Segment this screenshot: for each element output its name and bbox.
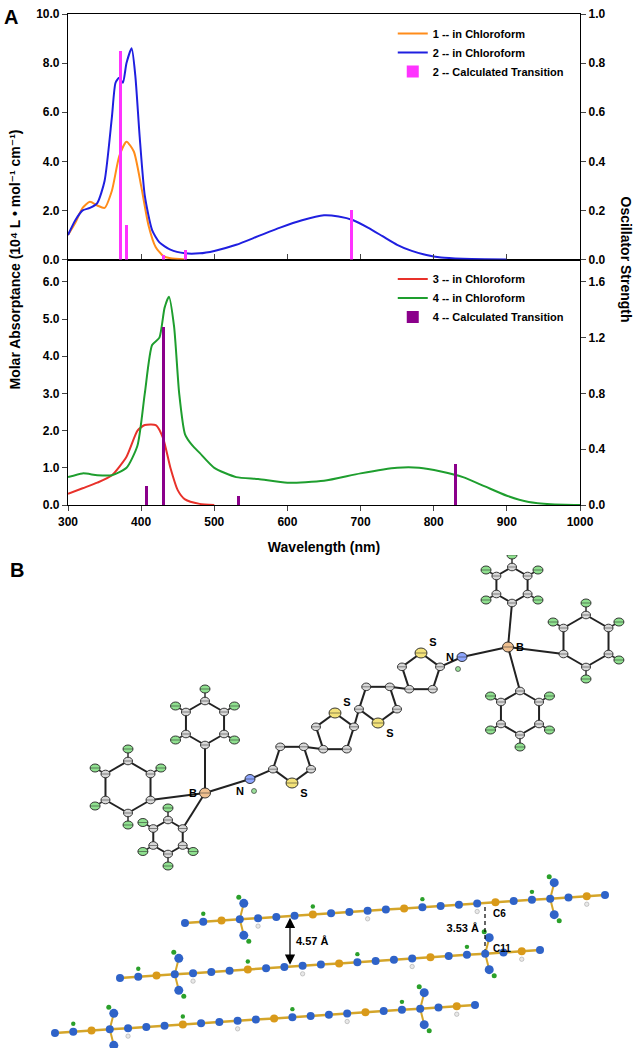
svg-text:B: B xyxy=(189,787,197,799)
svg-text:1.0: 1.0 xyxy=(589,7,606,21)
svg-text:2.0: 2.0 xyxy=(43,204,60,218)
svg-text:4.57 Å: 4.57 Å xyxy=(296,935,328,947)
svg-text:0.8: 0.8 xyxy=(589,56,606,70)
svg-text:S: S xyxy=(300,787,307,799)
svg-text:4.0: 4.0 xyxy=(43,155,60,169)
svg-text:S: S xyxy=(343,696,350,708)
svg-text:6.0: 6.0 xyxy=(43,275,60,289)
svg-text:0.0: 0.0 xyxy=(589,253,606,267)
svg-text:2 -- Calculated Transition: 2 -- Calculated Transition xyxy=(433,66,564,78)
svg-text:B: B xyxy=(10,559,24,581)
svg-text:5.0: 5.0 xyxy=(43,312,60,326)
svg-text:0.4: 0.4 xyxy=(589,155,606,169)
svg-text:0.4: 0.4 xyxy=(589,442,606,456)
svg-text:2 -- in Chloroform: 2 -- in Chloroform xyxy=(433,47,525,59)
svg-text:Molar Absorptance (10⁴ L • mol: Molar Absorptance (10⁴ L • mol⁻¹ cm⁻¹) xyxy=(7,130,23,390)
svg-text:10.0: 10.0 xyxy=(36,7,60,21)
svg-text:4 -- Calculated Transition: 4 -- Calculated Transition xyxy=(433,311,564,323)
svg-text:600: 600 xyxy=(277,515,297,529)
svg-text:B: B xyxy=(516,641,524,653)
svg-text:0.6: 0.6 xyxy=(589,105,606,119)
svg-text:1000: 1000 xyxy=(567,515,594,529)
svg-text:C6: C6 xyxy=(493,908,506,919)
svg-text:N: N xyxy=(446,651,454,663)
svg-text:3 -- in Chloroform: 3 -- in Chloroform xyxy=(433,273,525,285)
svg-text:0.8: 0.8 xyxy=(589,387,606,401)
svg-text:4 -- in Chloroform: 4 -- in Chloroform xyxy=(433,292,525,304)
svg-text:3.53 Å: 3.53 Å xyxy=(447,922,479,934)
svg-text:Wavelength (nm): Wavelength (nm) xyxy=(268,539,380,555)
svg-text:300: 300 xyxy=(58,515,78,529)
svg-text:1.2: 1.2 xyxy=(589,331,606,345)
svg-text:N: N xyxy=(236,785,244,797)
svg-text:Oscillator Strength: Oscillator Strength xyxy=(618,197,634,323)
svg-text:1 -- in Chloroform: 1 -- in Chloroform xyxy=(433,28,525,40)
svg-text:800: 800 xyxy=(424,515,444,529)
svg-text:6.0: 6.0 xyxy=(43,105,60,119)
svg-text:700: 700 xyxy=(351,515,371,529)
svg-text:4.0: 4.0 xyxy=(43,349,60,363)
svg-text:2.0: 2.0 xyxy=(43,424,60,438)
svg-text:3.0: 3.0 xyxy=(43,387,60,401)
svg-text:400: 400 xyxy=(131,515,151,529)
svg-text:S: S xyxy=(386,727,393,739)
svg-text:0.0: 0.0 xyxy=(43,253,60,267)
svg-text:C11: C11 xyxy=(493,943,511,954)
svg-text:900: 900 xyxy=(497,515,517,529)
svg-text:A: A xyxy=(4,6,18,28)
svg-text:0.0: 0.0 xyxy=(589,498,606,512)
svg-text:1.6: 1.6 xyxy=(589,275,606,289)
svg-text:0.2: 0.2 xyxy=(589,204,606,218)
svg-text:0.0: 0.0 xyxy=(43,498,60,512)
svg-text:500: 500 xyxy=(204,515,224,529)
svg-text:8.0: 8.0 xyxy=(43,56,60,70)
svg-text:1.0: 1.0 xyxy=(43,461,60,475)
svg-text:S: S xyxy=(429,636,436,648)
